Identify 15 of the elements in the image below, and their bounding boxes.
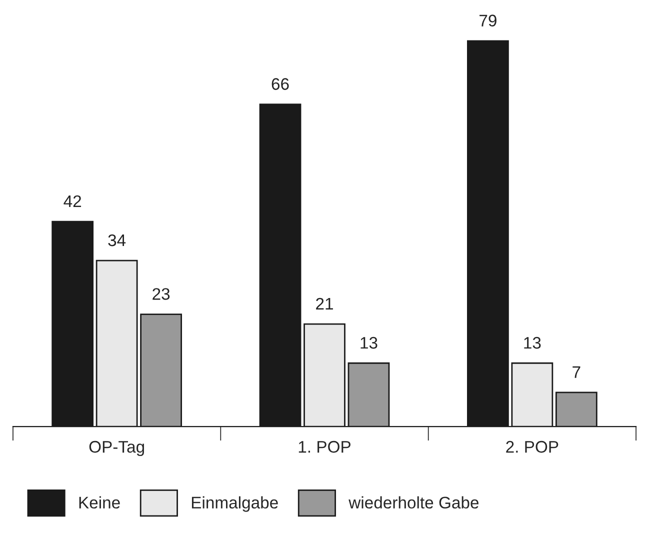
data-label: 34 (108, 234, 126, 246)
data-label: 66 (272, 78, 289, 90)
data-label: 42 (64, 195, 82, 207)
data-label: 23 (152, 288, 170, 300)
data-label: 13 (360, 336, 378, 349)
legend-label: Keine (79, 496, 120, 509)
data-label: 79 (480, 14, 496, 26)
x-tick-label: 1. POP (298, 440, 350, 453)
legend-label: wiederholte Gabe (348, 496, 479, 509)
x-tick-label: OP-Tag (89, 440, 144, 456)
legend-label: Einmalgabe (192, 496, 278, 512)
data-label: 21 (316, 298, 333, 310)
data-label: 13 (524, 336, 541, 349)
x-tick-label: 2. POP (506, 440, 558, 453)
data-label: 7 (572, 366, 580, 378)
